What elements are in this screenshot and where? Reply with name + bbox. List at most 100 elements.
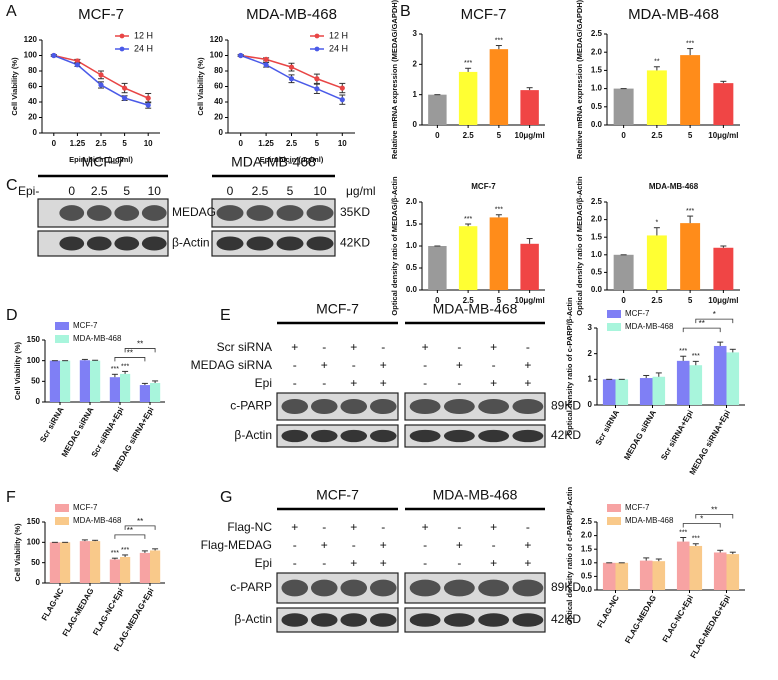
condition-sign: + — [490, 376, 497, 390]
row-label: β-Actin — [234, 428, 272, 442]
y-tick-label: 2.0 — [406, 197, 418, 206]
condition-label: Flag-NC — [227, 520, 272, 534]
x-tick-label: 5 — [688, 296, 693, 305]
x-tick-label: 0 — [435, 296, 440, 305]
chart-title: MCF-7 — [461, 6, 507, 23]
x-tick-label: 0 — [238, 139, 243, 148]
x-tick-label: MEDAG siRNA — [622, 408, 658, 461]
condition-sign: 2.5 — [252, 184, 269, 198]
legend-swatch — [55, 322, 69, 330]
panel-label: E — [220, 307, 231, 324]
bracket — [695, 318, 734, 324]
blot-group-title: MCF-7 — [316, 301, 359, 317]
condition-sign: - — [423, 538, 427, 552]
size-label: 89KD — [551, 399, 581, 413]
x-tick-label: MEDAG siRNA+Epi — [688, 409, 732, 477]
blot-band — [340, 398, 368, 415]
blot-band — [141, 236, 167, 251]
y-tick-label: 80 — [214, 66, 223, 75]
bracket — [682, 523, 721, 528]
blot-band — [310, 613, 338, 627]
x-tick-label: 10 — [144, 139, 153, 148]
legend-swatch — [314, 46, 320, 52]
x-tick-label: 5 — [688, 131, 693, 140]
blot-group-title: MDA-MB-468 — [433, 301, 518, 317]
condition-sign: - — [352, 538, 356, 552]
chart-title: MDA-MB-468 — [649, 182, 699, 191]
y-tick-label: 100 — [27, 356, 41, 365]
point — [263, 62, 269, 68]
bar — [428, 94, 447, 125]
y-tick-label: 1.5 — [591, 232, 603, 241]
condition-sign: + — [490, 520, 497, 534]
blot-band — [246, 205, 274, 221]
bracket-label: ** — [127, 349, 133, 358]
bar — [139, 385, 150, 402]
x-tick-label: 1.25 — [70, 139, 86, 148]
y-tick-label: 0.0 — [581, 585, 593, 594]
bar — [615, 562, 629, 590]
bar — [689, 365, 703, 405]
significance: *** — [464, 60, 472, 67]
point — [145, 95, 151, 101]
x-tick-label: 2.5 — [286, 139, 298, 148]
bar — [726, 554, 740, 590]
legend-label: 24 H — [134, 43, 153, 53]
bar — [139, 552, 150, 583]
legend-label: MDA-MB-468 — [73, 334, 122, 343]
significance: * — [656, 220, 659, 227]
significance: ** — [654, 59, 660, 66]
y-tick-label: 50 — [31, 376, 40, 385]
blot-band — [310, 429, 338, 443]
condition-sign: - — [322, 340, 326, 354]
blot-band — [478, 579, 510, 597]
bracket-label: ** — [711, 506, 717, 515]
point — [74, 58, 80, 64]
y-tick-label: 150 — [27, 517, 41, 526]
x-tick-label: 5 — [497, 296, 502, 305]
legend-label: MDA-MB-468 — [625, 516, 674, 525]
legend-label: MCF-7 — [625, 503, 650, 512]
point — [238, 52, 244, 59]
y-tick-label: 2.0 — [591, 215, 603, 224]
bar — [689, 545, 703, 590]
condition-sign: + — [524, 358, 531, 372]
y-tick-label: 0.5 — [591, 268, 603, 277]
significance: *** — [111, 366, 119, 373]
bracket-label: ** — [137, 517, 143, 526]
y-tick-label: 0.0 — [591, 120, 603, 129]
y-tick-label: 3 — [413, 29, 418, 38]
legend-label: MDA-MB-468 — [625, 322, 674, 331]
point — [288, 76, 295, 82]
blot-band — [369, 398, 397, 415]
condition-label: Scr siRNA — [217, 340, 272, 354]
y-tick-label: 1.5 — [591, 66, 603, 75]
unit-label: μg/ml — [346, 184, 376, 198]
x-tick-label: MEDAG siRNA — [60, 405, 96, 458]
blot-band — [276, 236, 304, 251]
condition-sign: + — [380, 376, 387, 390]
x-tick-label: FLAG-MEDAG — [623, 594, 658, 645]
y-tick-label: 0.5 — [581, 572, 593, 581]
bar — [49, 360, 60, 402]
legend-label: MCF-7 — [73, 503, 98, 512]
condition-sign: 5 — [287, 184, 294, 198]
y-tick-label: 2.0 — [591, 47, 603, 56]
point — [74, 62, 80, 68]
condition-sign: + — [380, 358, 387, 372]
condition-sign: + — [422, 520, 429, 534]
blot-band — [281, 579, 309, 597]
y-tick-label: 20 — [28, 113, 37, 122]
blot-band — [216, 205, 244, 221]
bar — [613, 254, 634, 290]
x-tick-label: 2.5 — [463, 296, 475, 305]
condition-sign: - — [293, 538, 297, 552]
blot-group-title: MDA-MB-468 — [231, 154, 316, 170]
y-tick-label: 1.0 — [581, 558, 593, 567]
blot-band — [141, 205, 167, 221]
size-label: 42KD — [340, 236, 370, 250]
x-tick-label: FLAG-NC — [40, 586, 66, 622]
significance: *** — [495, 37, 503, 44]
legend-label: MDA-MB-468 — [73, 516, 122, 525]
size-label: 42KD — [551, 428, 581, 442]
